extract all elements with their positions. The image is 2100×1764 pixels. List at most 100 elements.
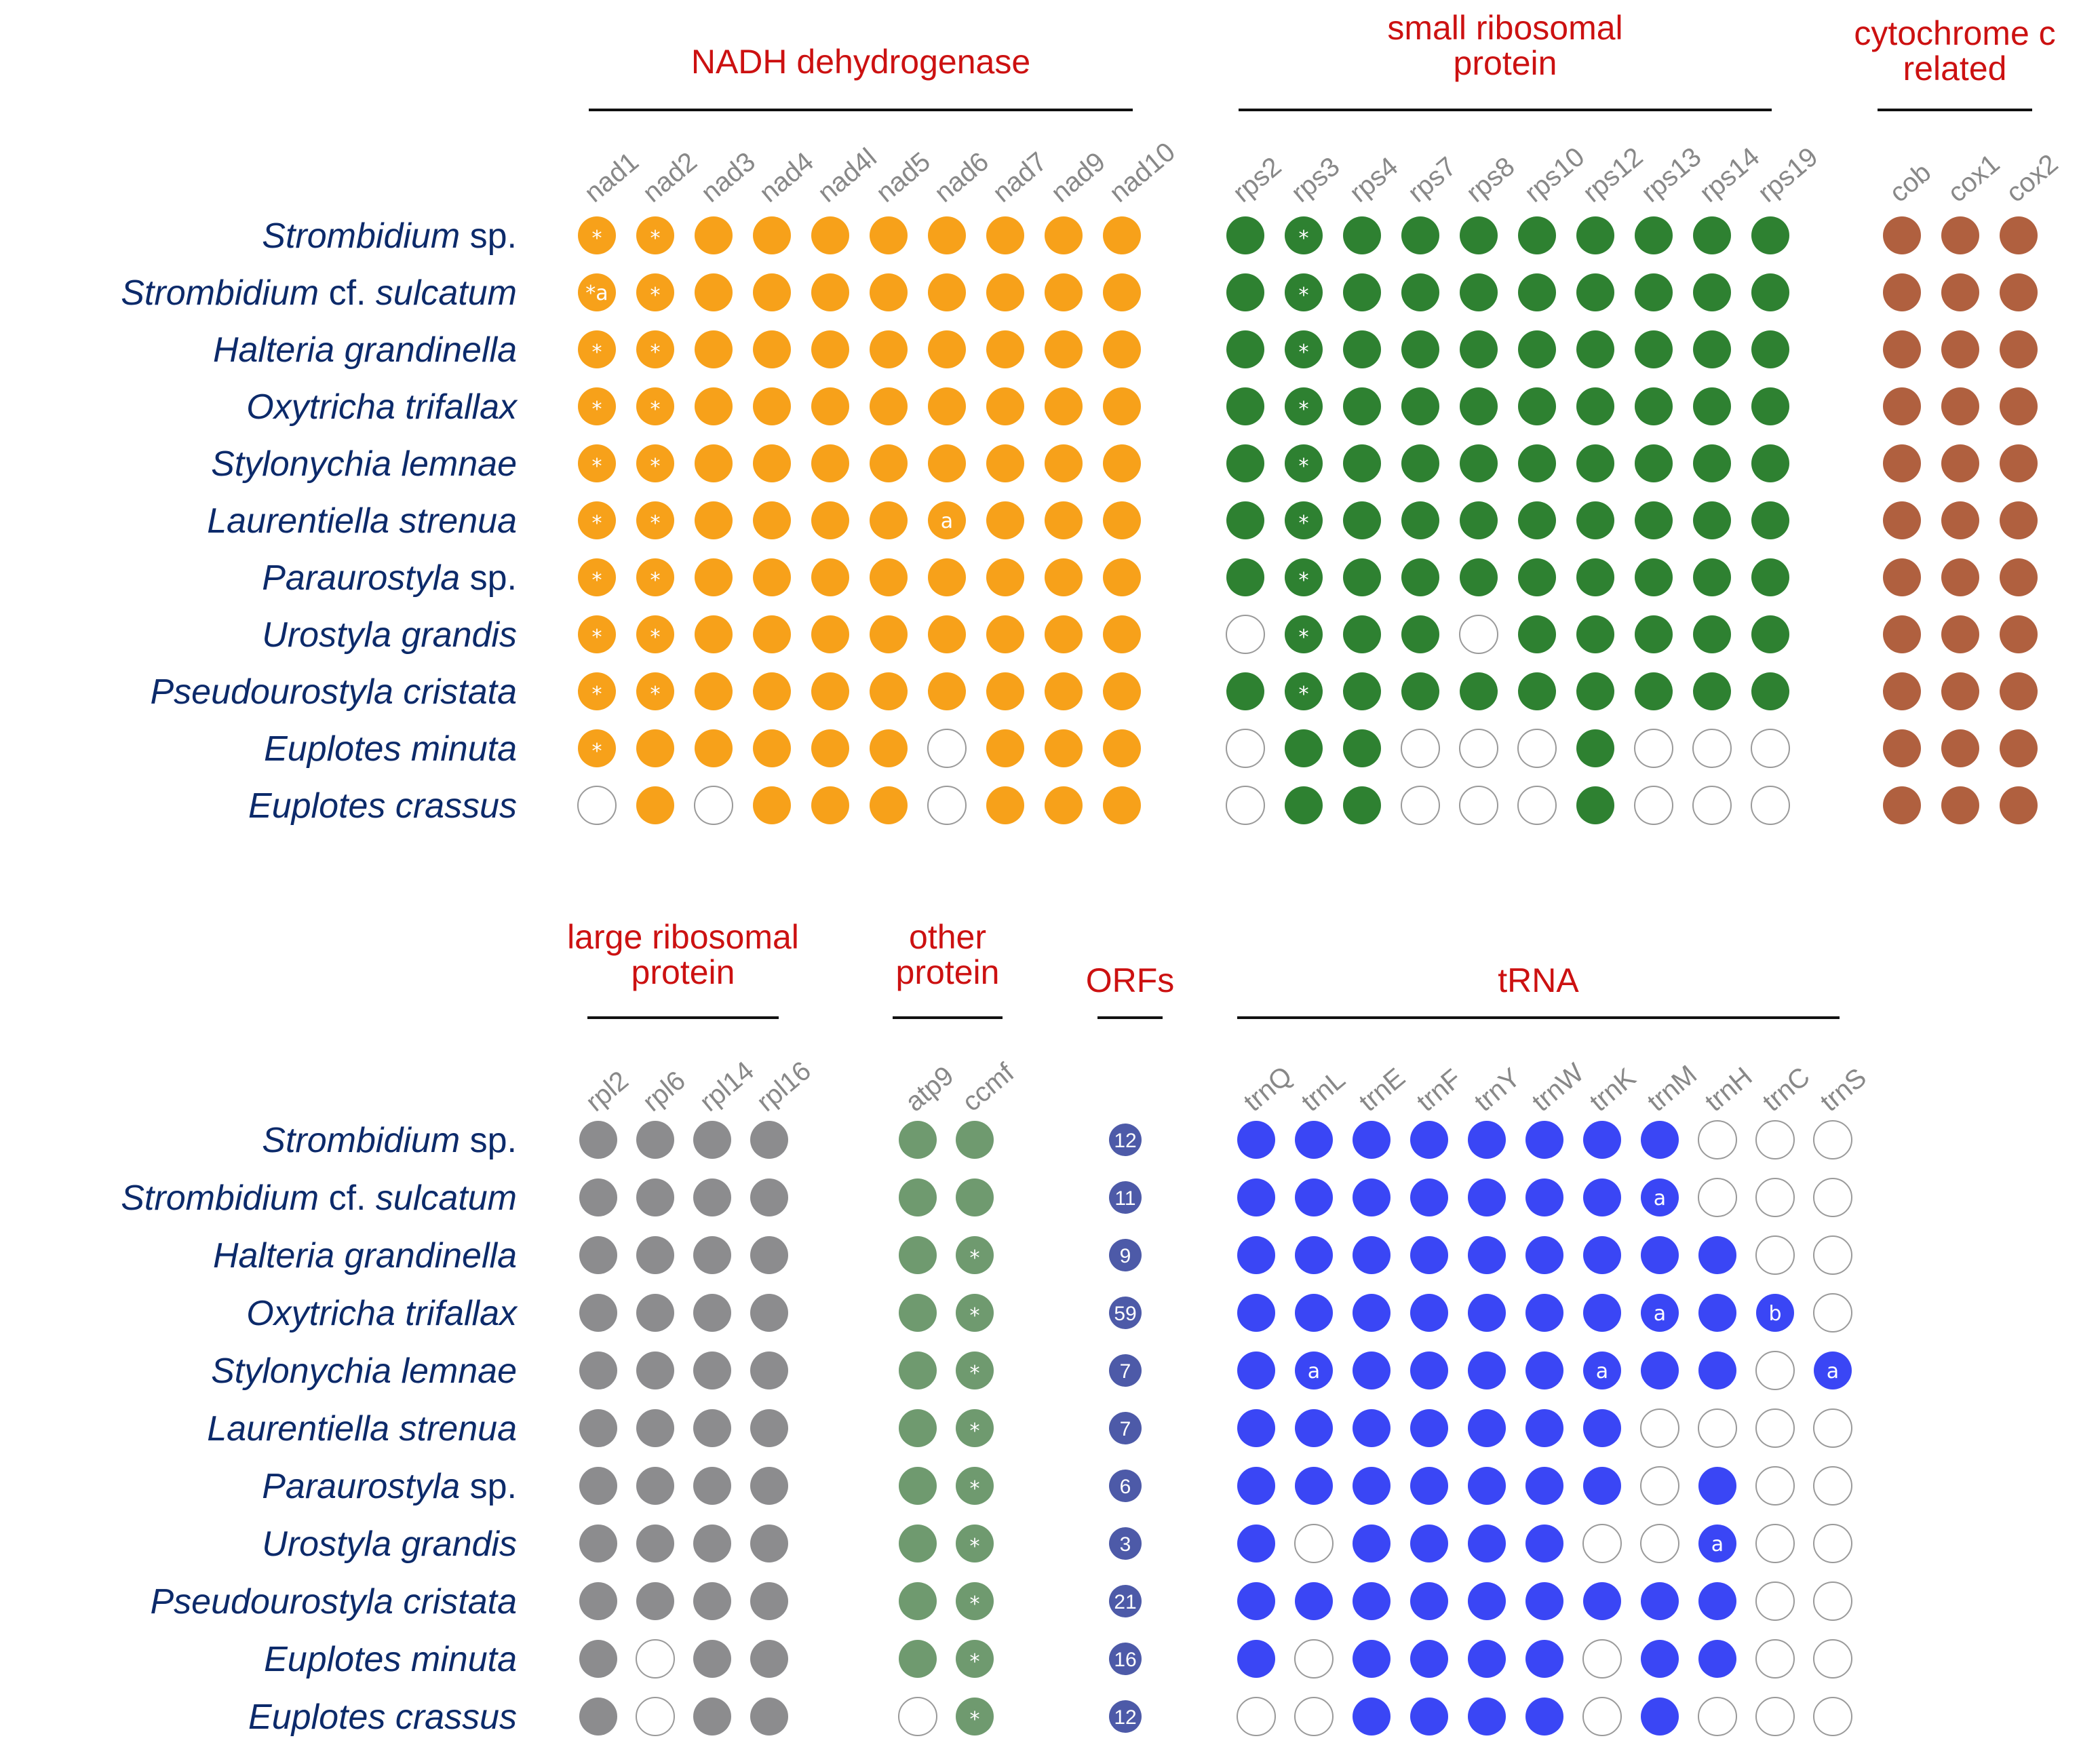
present-dot bbox=[1353, 1236, 1391, 1274]
gene-cell bbox=[1343, 615, 1381, 653]
gene-cell bbox=[1583, 1294, 1621, 1332]
species-label: Strombidium cf. sulcatum bbox=[121, 273, 517, 313]
gene-cell bbox=[1941, 444, 1979, 482]
gene-label: rps10 bbox=[1519, 142, 1591, 208]
present-dot bbox=[1518, 501, 1556, 539]
present-dot bbox=[1295, 1467, 1333, 1505]
present-dot bbox=[928, 330, 966, 368]
absent-dot bbox=[1813, 1581, 1852, 1621]
present-dot bbox=[1468, 1351, 1506, 1389]
gene-cell bbox=[1941, 501, 1979, 539]
species-label: Halteria grandinella bbox=[213, 330, 517, 370]
present-dot bbox=[753, 615, 791, 653]
gene-cell: * bbox=[956, 1640, 994, 1678]
gene-label: nad6 bbox=[929, 147, 994, 208]
orf-count: 21 bbox=[1114, 1591, 1136, 1613]
gene-label: trnH bbox=[1700, 1062, 1758, 1117]
present-dot bbox=[811, 387, 849, 425]
gene-cell bbox=[577, 786, 617, 825]
present-dot bbox=[1285, 672, 1323, 710]
present-dot bbox=[1583, 1582, 1621, 1620]
absent-dot bbox=[1755, 1120, 1795, 1159]
absent-dot bbox=[1755, 1351, 1795, 1390]
gene-cell bbox=[1813, 1178, 1852, 1217]
present-dot bbox=[750, 1236, 788, 1274]
gene-cell bbox=[1401, 273, 1439, 311]
present-dot bbox=[1285, 615, 1323, 653]
present-dot bbox=[1103, 615, 1141, 653]
gene-cell bbox=[1401, 501, 1439, 539]
present-dot bbox=[1460, 558, 1498, 596]
gene-cell bbox=[1518, 387, 1556, 425]
gene-label: cox2 bbox=[2001, 149, 2064, 208]
gene-cell bbox=[1751, 330, 1789, 368]
gene-cell bbox=[1468, 1351, 1506, 1389]
present-dot bbox=[1576, 786, 1614, 824]
present-dot bbox=[1460, 330, 1498, 368]
orf-count: 7 bbox=[1120, 1360, 1131, 1383]
gene-cell bbox=[1518, 672, 1556, 710]
absent-dot bbox=[1517, 729, 1557, 768]
present-dot bbox=[1295, 1236, 1333, 1274]
present-dot bbox=[1883, 330, 1921, 368]
present-dot bbox=[1226, 387, 1264, 425]
present-dot bbox=[753, 387, 791, 425]
gene-cell bbox=[1576, 615, 1614, 653]
group-title: related bbox=[1903, 50, 2007, 88]
present-dot bbox=[1285, 501, 1323, 539]
gene-cell bbox=[1353, 1640, 1391, 1678]
present-dot bbox=[1343, 786, 1381, 824]
gene-cell bbox=[1883, 501, 1921, 539]
present-dot bbox=[579, 1525, 617, 1562]
gene-cell bbox=[1640, 1408, 1679, 1448]
gene-cell bbox=[1103, 216, 1141, 254]
gene-cell bbox=[1237, 1409, 1275, 1447]
gene-cell bbox=[986, 330, 1024, 368]
species-label: Laurentiella strenua bbox=[207, 501, 517, 541]
gene-cell bbox=[750, 1698, 788, 1736]
species-label: Strombidium sp. bbox=[262, 216, 517, 256]
absent-dot bbox=[1813, 1697, 1852, 1736]
present-dot bbox=[1693, 387, 1731, 425]
present-dot bbox=[636, 1409, 674, 1447]
orf-count: 7 bbox=[1120, 1418, 1131, 1440]
gene-cell: * bbox=[956, 1409, 994, 1447]
present-dot bbox=[1468, 1409, 1506, 1447]
species-label: Pseudourostyla cristata bbox=[151, 672, 518, 712]
present-dot bbox=[986, 786, 1024, 824]
present-dot bbox=[1641, 1236, 1679, 1274]
present-dot bbox=[693, 1698, 731, 1736]
present-dot bbox=[1698, 1351, 1736, 1389]
gene-cell bbox=[1295, 1582, 1333, 1620]
present-dot bbox=[753, 330, 791, 368]
gene-cell bbox=[1883, 615, 1921, 653]
present-dot bbox=[1883, 672, 1921, 710]
present-dot bbox=[1237, 1351, 1275, 1389]
present-dot bbox=[1226, 216, 1264, 254]
gene-cell bbox=[1468, 1582, 1506, 1620]
asterisk-mark: * bbox=[1299, 683, 1309, 706]
gene-cell bbox=[1883, 330, 1921, 368]
present-dot bbox=[1468, 1640, 1506, 1678]
gene-cell bbox=[1755, 1178, 1795, 1217]
present-dot bbox=[956, 1640, 994, 1678]
gene-label: ccmf bbox=[957, 1057, 1021, 1117]
gene-cell bbox=[1883, 672, 1921, 710]
gene-cell bbox=[811, 615, 849, 653]
present-dot bbox=[1941, 615, 1979, 653]
present-dot bbox=[1045, 786, 1083, 824]
asterisk-mark: * bbox=[592, 512, 602, 535]
footnote-mark: a bbox=[1596, 1360, 1608, 1383]
footnote-mark: a bbox=[1711, 1533, 1724, 1556]
gene-cell bbox=[1525, 1467, 1563, 1505]
present-dot bbox=[1518, 558, 1556, 596]
gene-cell bbox=[870, 387, 908, 425]
present-dot bbox=[1576, 558, 1614, 596]
asterisk-mark: * bbox=[592, 341, 602, 364]
orf-count: 6 bbox=[1120, 1476, 1131, 1498]
species-label: Urostyla grandis bbox=[262, 1525, 517, 1564]
gene-cell bbox=[928, 672, 966, 710]
gene-cell bbox=[1226, 729, 1265, 768]
gene-cell bbox=[928, 615, 966, 653]
